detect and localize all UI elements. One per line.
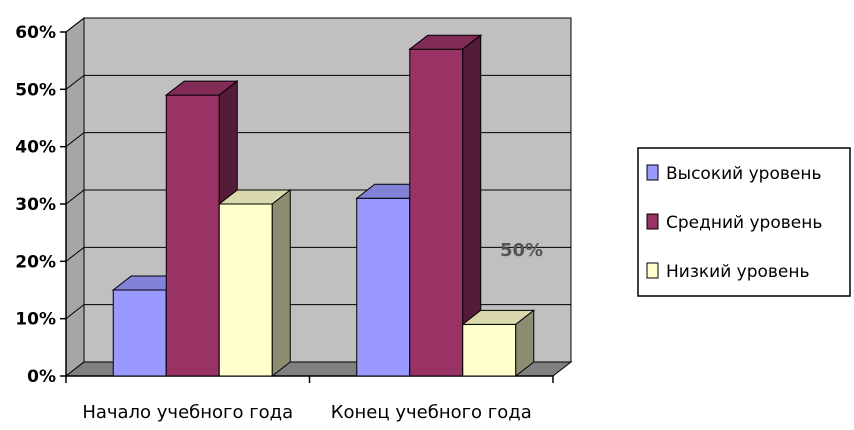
legend-item: Средний уровень — [646, 213, 822, 233]
annotation-label: 50% — [500, 240, 543, 261]
bar-front — [165, 94, 220, 377]
legend-label: Средний уровень — [666, 213, 822, 233]
bar-front — [112, 289, 167, 377]
bar-side — [515, 309, 535, 378]
bar-front — [356, 197, 411, 377]
legend-item: Низкий уровень — [646, 262, 810, 282]
y-tick-label: 40% — [15, 138, 56, 158]
legend-box — [637, 147, 851, 297]
y-tick-label: 20% — [15, 252, 56, 272]
legend: Высокий уровень Средний уровень Низкий уро… — [637, 147, 851, 297]
gridline — [65, 132, 571, 148]
category-label: Конец учебного года — [331, 402, 532, 423]
gridline — [65, 17, 571, 33]
y-tick-label: 10% — [15, 310, 56, 330]
bar-front — [218, 203, 273, 377]
bar-side — [271, 188, 291, 378]
bar-front — [409, 48, 464, 377]
y-tick-label: 0% — [27, 367, 56, 387]
legend-swatch — [646, 164, 659, 181]
y-tick-label: 50% — [15, 80, 56, 100]
legend-label: Низкий уровень — [666, 262, 810, 282]
bar — [461, 309, 536, 378]
legend-item: Высокий уровень — [646, 164, 821, 184]
category-label: Начало учебного года — [82, 402, 293, 423]
legend-label: Высокий уровень — [666, 164, 821, 184]
bar — [408, 34, 483, 378]
axis-labels: 0% 10% 20% 30% 40% 50% 60% Начало учебного года… — [15, 23, 531, 423]
bars — [111, 34, 536, 378]
legend-swatch — [646, 262, 659, 279]
y-tick-label: 30% — [15, 195, 56, 215]
y-tick-label: 60% — [15, 23, 56, 43]
bar — [217, 188, 292, 378]
bar-front — [462, 323, 517, 377]
legend-swatch — [646, 213, 659, 230]
gridline — [65, 74, 571, 90]
